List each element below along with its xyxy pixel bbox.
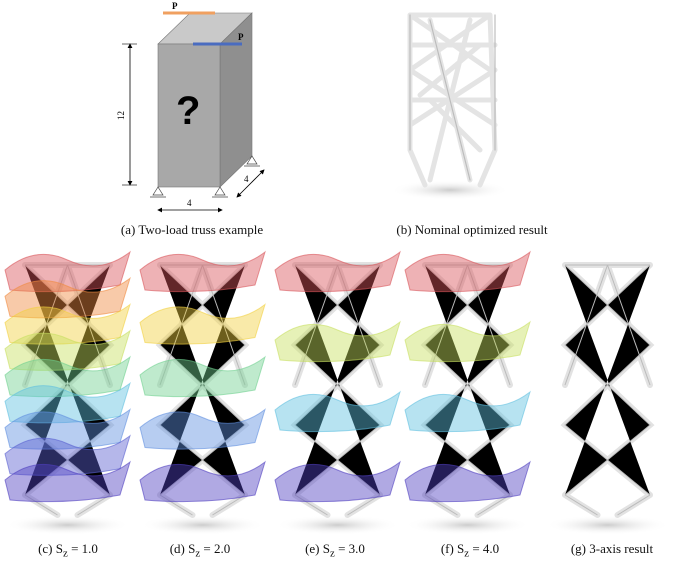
truss-render-d	[139, 250, 266, 535]
width-dimension: 4	[187, 198, 192, 208]
contour-plane	[4, 460, 131, 503]
contour-plane	[404, 460, 531, 503]
contour-plane	[139, 250, 266, 293]
load-label-1: P	[172, 1, 178, 11]
caption-e: (e) Sz = 3.0	[305, 541, 365, 560]
nominal-truss-render	[390, 12, 510, 200]
caption-f: (f) Sz = 4.0	[440, 541, 500, 560]
contour-plane	[274, 390, 401, 433]
truss-render-f	[404, 250, 531, 535]
contour-plane	[4, 381, 131, 424]
design-domain-box: P P ? 12 4 4	[116, 1, 265, 213]
contour-plane	[4, 408, 131, 450]
contour-plane	[4, 329, 131, 371]
caption-c: (c) Sz = 1.0	[38, 541, 98, 560]
truss-render-c	[4, 250, 131, 535]
caption-g: (g) 3-axis result	[570, 541, 654, 556]
contour-plane	[139, 355, 266, 398]
bottom-panels	[4, 250, 670, 535]
contour-plane	[139, 460, 266, 503]
contour-plane	[404, 390, 531, 433]
contour-plane	[404, 320, 531, 363]
contour-plane	[4, 355, 131, 398]
contour-plane	[274, 320, 401, 363]
load-label-2: P	[238, 32, 244, 42]
unknown-mark: ?	[176, 89, 200, 133]
height-dimension: 12	[116, 111, 126, 120]
contour-plane	[274, 460, 401, 503]
caption-b: (b) Nominal optimized result	[396, 222, 548, 237]
caption-a: (a) Two-load truss example	[120, 222, 264, 237]
depth-dimension: 4	[244, 174, 249, 184]
truss-render-g	[545, 262, 670, 535]
contour-plane	[139, 408, 266, 450]
contour-plane	[274, 250, 401, 293]
contour-plane	[139, 303, 266, 345]
contour-plane	[4, 303, 131, 345]
contour-plane	[404, 250, 531, 293]
contour-plane	[4, 276, 131, 319]
contour-plane	[4, 434, 131, 476]
support-icons	[150, 155, 260, 198]
caption-d: (d) Sz = 2.0	[169, 541, 231, 560]
truss-render-e	[274, 250, 401, 535]
contour-plane	[4, 250, 131, 293]
